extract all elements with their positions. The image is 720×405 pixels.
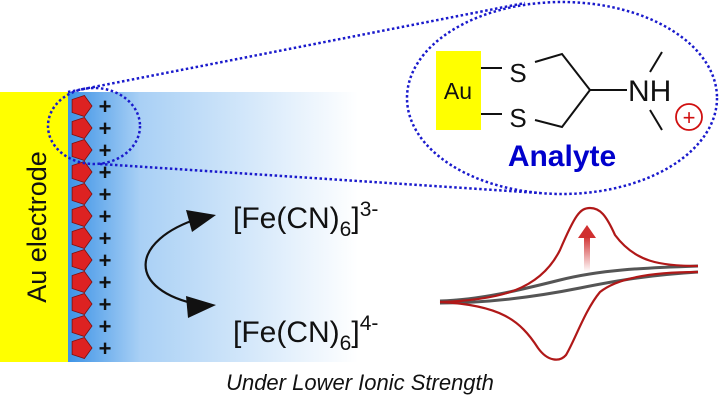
surface-positive-charge: +: [99, 314, 112, 339]
surface-molecule-pentagon: [71, 293, 93, 315]
inset-au-label: Au: [444, 78, 472, 104]
surface-positive-charge: +: [99, 336, 112, 361]
surface-molecule-pentagon: [71, 161, 93, 183]
surface-molecule-pentagon: [71, 249, 93, 271]
molecule-bonds: [481, 51, 663, 131]
surface-layer: ++++++++++++: [71, 94, 112, 361]
surface-molecule-pentagon: [71, 117, 93, 139]
inset-au-block: [436, 51, 481, 130]
sulfur-bottom: S: [509, 103, 526, 133]
zoom-source-ellipse: [46, 86, 142, 166]
caption: Under Lower Ionic Strength: [226, 370, 494, 395]
cyclic-voltammogram: [439, 206, 699, 361]
surface-positive-charge: +: [99, 116, 112, 141]
cv-baseline-reverse: [439, 270, 699, 305]
surface-molecule-pentagon: [71, 95, 93, 117]
electrode-label: Au electrode: [22, 151, 52, 303]
surface-molecule-pentagon: [71, 271, 93, 293]
surface-positive-charge: +: [99, 182, 112, 207]
arrowhead-down-icon: [186, 296, 216, 318]
redox-curved-arrow: [144, 216, 201, 307]
surface-molecule-pentagon: [71, 315, 93, 337]
surface-positive-charge: +: [99, 292, 112, 317]
surface-molecule-pentagon: [71, 139, 93, 161]
surface-positive-charge: +: [99, 248, 112, 273]
ferricyanide-label: [Fe(CN)6]3-: [233, 198, 378, 241]
surface-positive-charge: +: [99, 160, 112, 185]
surface-molecule-pentagon: [71, 227, 93, 249]
amine-label: NH: [628, 75, 671, 108]
positive-charge-symbol: +: [683, 105, 696, 130]
surface-positive-charge: +: [99, 94, 112, 119]
analyte-title: Analyte: [508, 140, 616, 173]
surface-positive-charge: +: [99, 270, 112, 295]
positive-charge-icon: [675, 103, 703, 131]
surface-positive-charge: +: [99, 138, 112, 163]
cv-signal-oxidation: [439, 206, 699, 304]
solution-gradient: [68, 92, 358, 362]
zoom-target-ellipse: [405, 0, 719, 196]
surface-molecule-pentagon: [71, 183, 93, 205]
surface-molecule-pentagon: [71, 337, 93, 359]
surface-positive-charge: +: [99, 204, 112, 229]
cv-signal-reduction: [439, 270, 699, 361]
sulfur-top: S: [509, 58, 526, 88]
cv-baseline-forward: [439, 264, 699, 303]
zoom-callout: [46, 0, 719, 196]
signal-increase-arrowhead-icon: [578, 225, 596, 238]
surface-positive-charge: +: [99, 226, 112, 251]
ferrocyanide-label: [Fe(CN)6]4-: [233, 312, 378, 355]
au-electrode: [0, 92, 68, 362]
surface-molecule-pentagon: [71, 205, 93, 227]
signal-increase-arrow: [584, 236, 590, 272]
zoom-line-bottom: [99, 162, 541, 195]
arrowhead-up-icon: [186, 210, 216, 232]
